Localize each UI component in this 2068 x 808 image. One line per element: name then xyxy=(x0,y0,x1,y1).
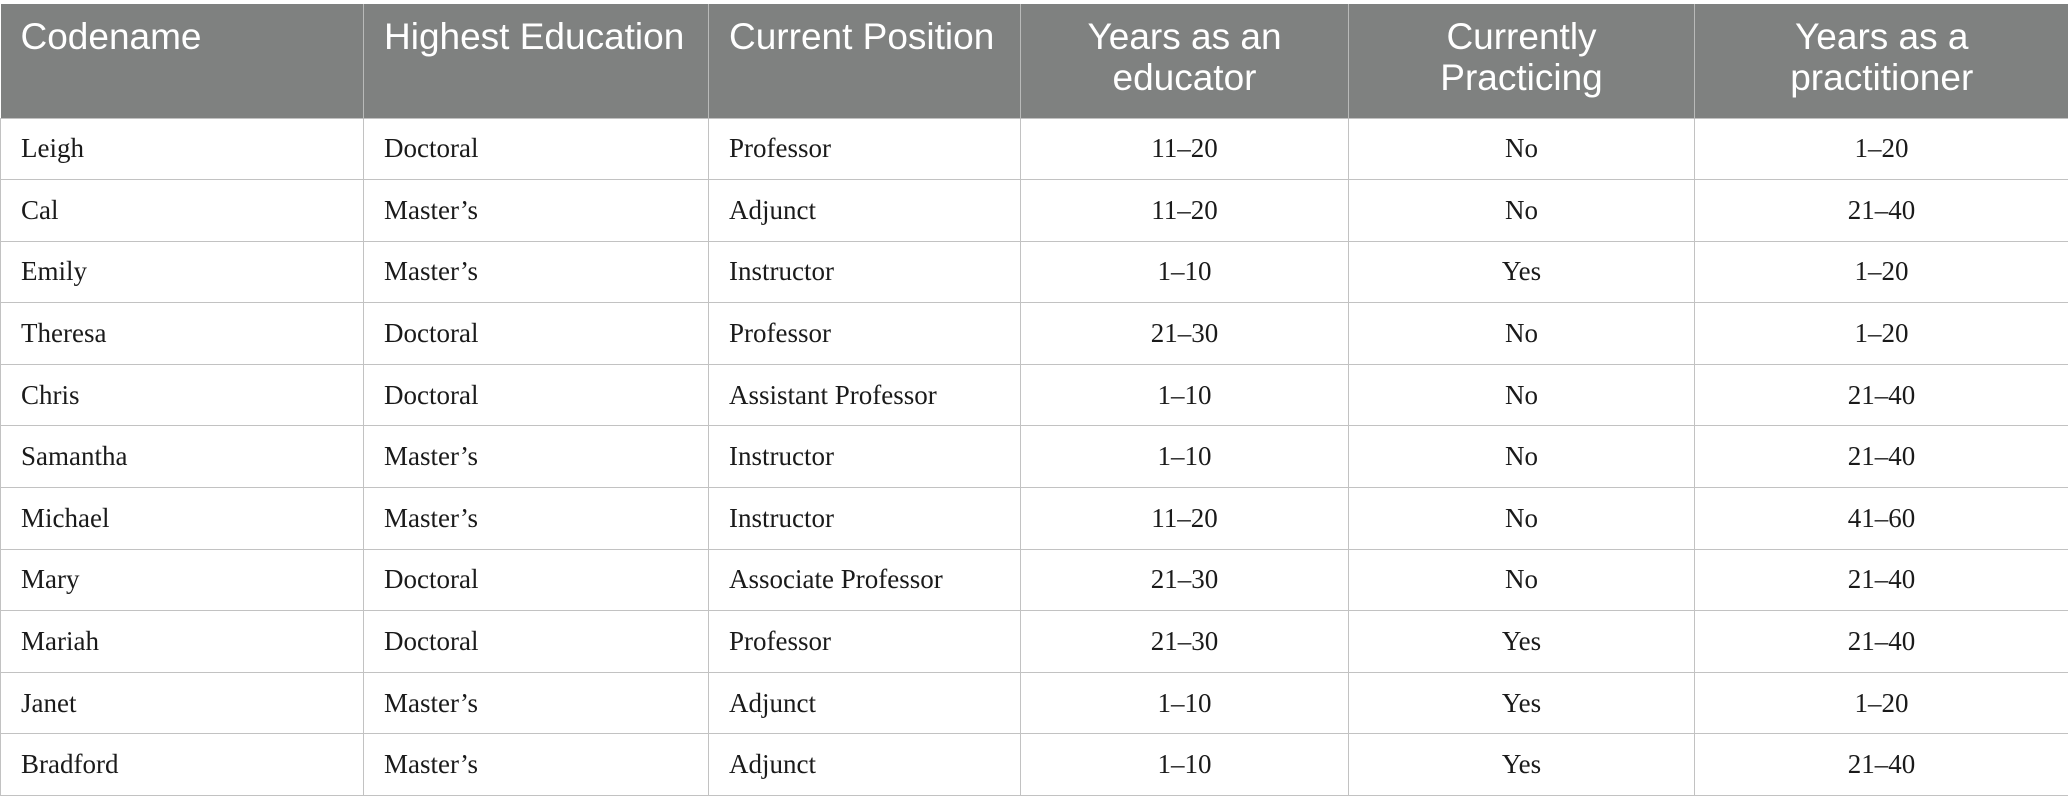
position-cell: Assistant Professor xyxy=(708,363,1021,427)
codename-cell: Mary xyxy=(0,548,364,612)
practitioner-years-cell: 1–20 xyxy=(1694,302,2068,365)
codename-cell: Samantha xyxy=(0,425,364,489)
position-cell: Professor xyxy=(708,302,1021,365)
table-row: Bradford Master’s Adjunct 1–10 Yes 21–40 xyxy=(0,733,2068,797)
table-row: Theresa Doctoral Professor 21–30 No 1–20 xyxy=(0,302,2068,365)
educator-years-cell: 21–30 xyxy=(1020,302,1349,365)
position-cell: Professor xyxy=(708,610,1021,673)
header-currently-practicing: Currently Practicing xyxy=(1348,4,1695,118)
educator-years-cell: 11–20 xyxy=(1020,117,1349,181)
practitioner-years-cell: 21–40 xyxy=(1694,610,2068,673)
practitioner-years-cell: 21–40 xyxy=(1694,548,2068,612)
practicing-cell: No xyxy=(1348,425,1695,489)
educator-years-cell: 1–10 xyxy=(1020,733,1349,797)
practitioner-years-cell: 21–40 xyxy=(1694,733,2068,797)
practicing-cell: Yes xyxy=(1348,733,1695,797)
practicing-cell: Yes xyxy=(1348,610,1695,673)
practitioner-years-cell: 1–20 xyxy=(1694,117,2068,181)
codename-cell: Leigh xyxy=(0,117,364,181)
practitioner-years-cell: 21–40 xyxy=(1694,363,2068,427)
practicing-cell: No xyxy=(1348,302,1695,365)
educator-years-cell: 1–10 xyxy=(1020,671,1349,735)
educator-years-cell: 11–20 xyxy=(1020,487,1349,550)
table-row: Leigh Doctoral Professor 11–20 No 1–20 xyxy=(0,117,2068,181)
practicing-cell: No xyxy=(1348,117,1695,181)
educator-years-cell: 21–30 xyxy=(1020,548,1349,612)
practicing-cell: No xyxy=(1348,363,1695,427)
table-row: Mary Doctoral Associate Professor 21–30 No 21… xyxy=(0,548,2068,612)
table-row: Cal Master’s Adjunct 11–20 No 21–40 xyxy=(0,179,2068,242)
codename-cell: Chris xyxy=(0,363,364,427)
education-cell: Doctoral xyxy=(363,610,709,673)
table-body: Leigh Doctoral Professor 11–20 No 1–20 Cal Mast… xyxy=(0,117,2068,797)
codename-cell: Mariah xyxy=(0,610,364,673)
educator-years-cell: 1–10 xyxy=(1020,240,1349,304)
practitioner-years-cell: 1–20 xyxy=(1694,240,2068,304)
codename-cell: Cal xyxy=(0,179,364,242)
codename-cell: Bradford xyxy=(0,733,364,797)
codename-cell: Michael xyxy=(0,487,364,550)
educator-years-cell: 1–10 xyxy=(1020,363,1349,427)
header-years-as-educator: Years as an educator xyxy=(1020,4,1349,118)
education-cell: Master’s xyxy=(363,425,709,489)
education-cell: Doctoral xyxy=(363,117,709,181)
table-row: Janet Master’s Adjunct 1–10 Yes 1–20 xyxy=(0,671,2068,735)
education-cell: Master’s xyxy=(363,240,709,304)
education-cell: Doctoral xyxy=(363,548,709,612)
education-cell: Master’s xyxy=(363,179,709,242)
codename-cell: Emily xyxy=(0,240,364,304)
position-cell: Associate Professor xyxy=(708,548,1021,612)
position-cell: Instructor xyxy=(708,425,1021,489)
header-row: Codename Highest Education Current Posit… xyxy=(0,4,2068,118)
practitioner-years-cell: 41–60 xyxy=(1694,487,2068,550)
education-cell: Doctoral xyxy=(363,363,709,427)
practicing-cell: Yes xyxy=(1348,671,1695,735)
education-cell: Master’s xyxy=(363,487,709,550)
practicing-cell: Yes xyxy=(1348,240,1695,304)
table-row: Emily Master’s Instructor 1–10 Yes 1–20 xyxy=(0,240,2068,304)
table-row: Chris Doctoral Assistant Professor 1–10 No 21… xyxy=(0,363,2068,427)
educator-years-cell: 11–20 xyxy=(1020,179,1349,242)
educator-years-cell: 1–10 xyxy=(1020,425,1349,489)
educator-years-cell: 21–30 xyxy=(1020,610,1349,673)
practicing-cell: No xyxy=(1348,487,1695,550)
position-cell: Adjunct xyxy=(708,671,1021,735)
position-cell: Instructor xyxy=(708,240,1021,304)
position-cell: Instructor xyxy=(708,487,1021,550)
participants-table: Codename Highest Education Current Posit… xyxy=(0,4,2068,797)
table-row: Mariah Doctoral Professor 21–30 Yes 21–40 xyxy=(0,610,2068,673)
education-cell: Master’s xyxy=(363,733,709,797)
practicing-cell: No xyxy=(1348,548,1695,612)
practitioner-years-cell: 21–40 xyxy=(1694,425,2068,489)
table-row: Samantha Master’s Instructor 1–10 No 21–40 xyxy=(0,425,2068,489)
header-years-as-practitioner: Years as a practitioner xyxy=(1694,4,2068,118)
header-codename: Codename xyxy=(0,4,364,118)
practicing-cell: No xyxy=(1348,179,1695,242)
position-cell: Adjunct xyxy=(708,179,1021,242)
participants-table-container: Codename Highest Education Current Posit… xyxy=(0,4,2068,797)
header-highest-education: Highest Education xyxy=(363,4,709,118)
position-cell: Professor xyxy=(708,117,1021,181)
position-cell: Adjunct xyxy=(708,733,1021,797)
codename-cell: Theresa xyxy=(0,302,364,365)
table-row: Michael Master’s Instructor 11–20 No 41–60 xyxy=(0,487,2068,550)
education-cell: Doctoral xyxy=(363,302,709,365)
education-cell: Master’s xyxy=(363,671,709,735)
practitioner-years-cell: 1–20 xyxy=(1694,671,2068,735)
codename-cell: Janet xyxy=(0,671,364,735)
header-current-position: Current Position xyxy=(708,4,1021,118)
practitioner-years-cell: 21–40 xyxy=(1694,179,2068,242)
table-header: Codename Highest Education Current Posit… xyxy=(0,4,2068,118)
